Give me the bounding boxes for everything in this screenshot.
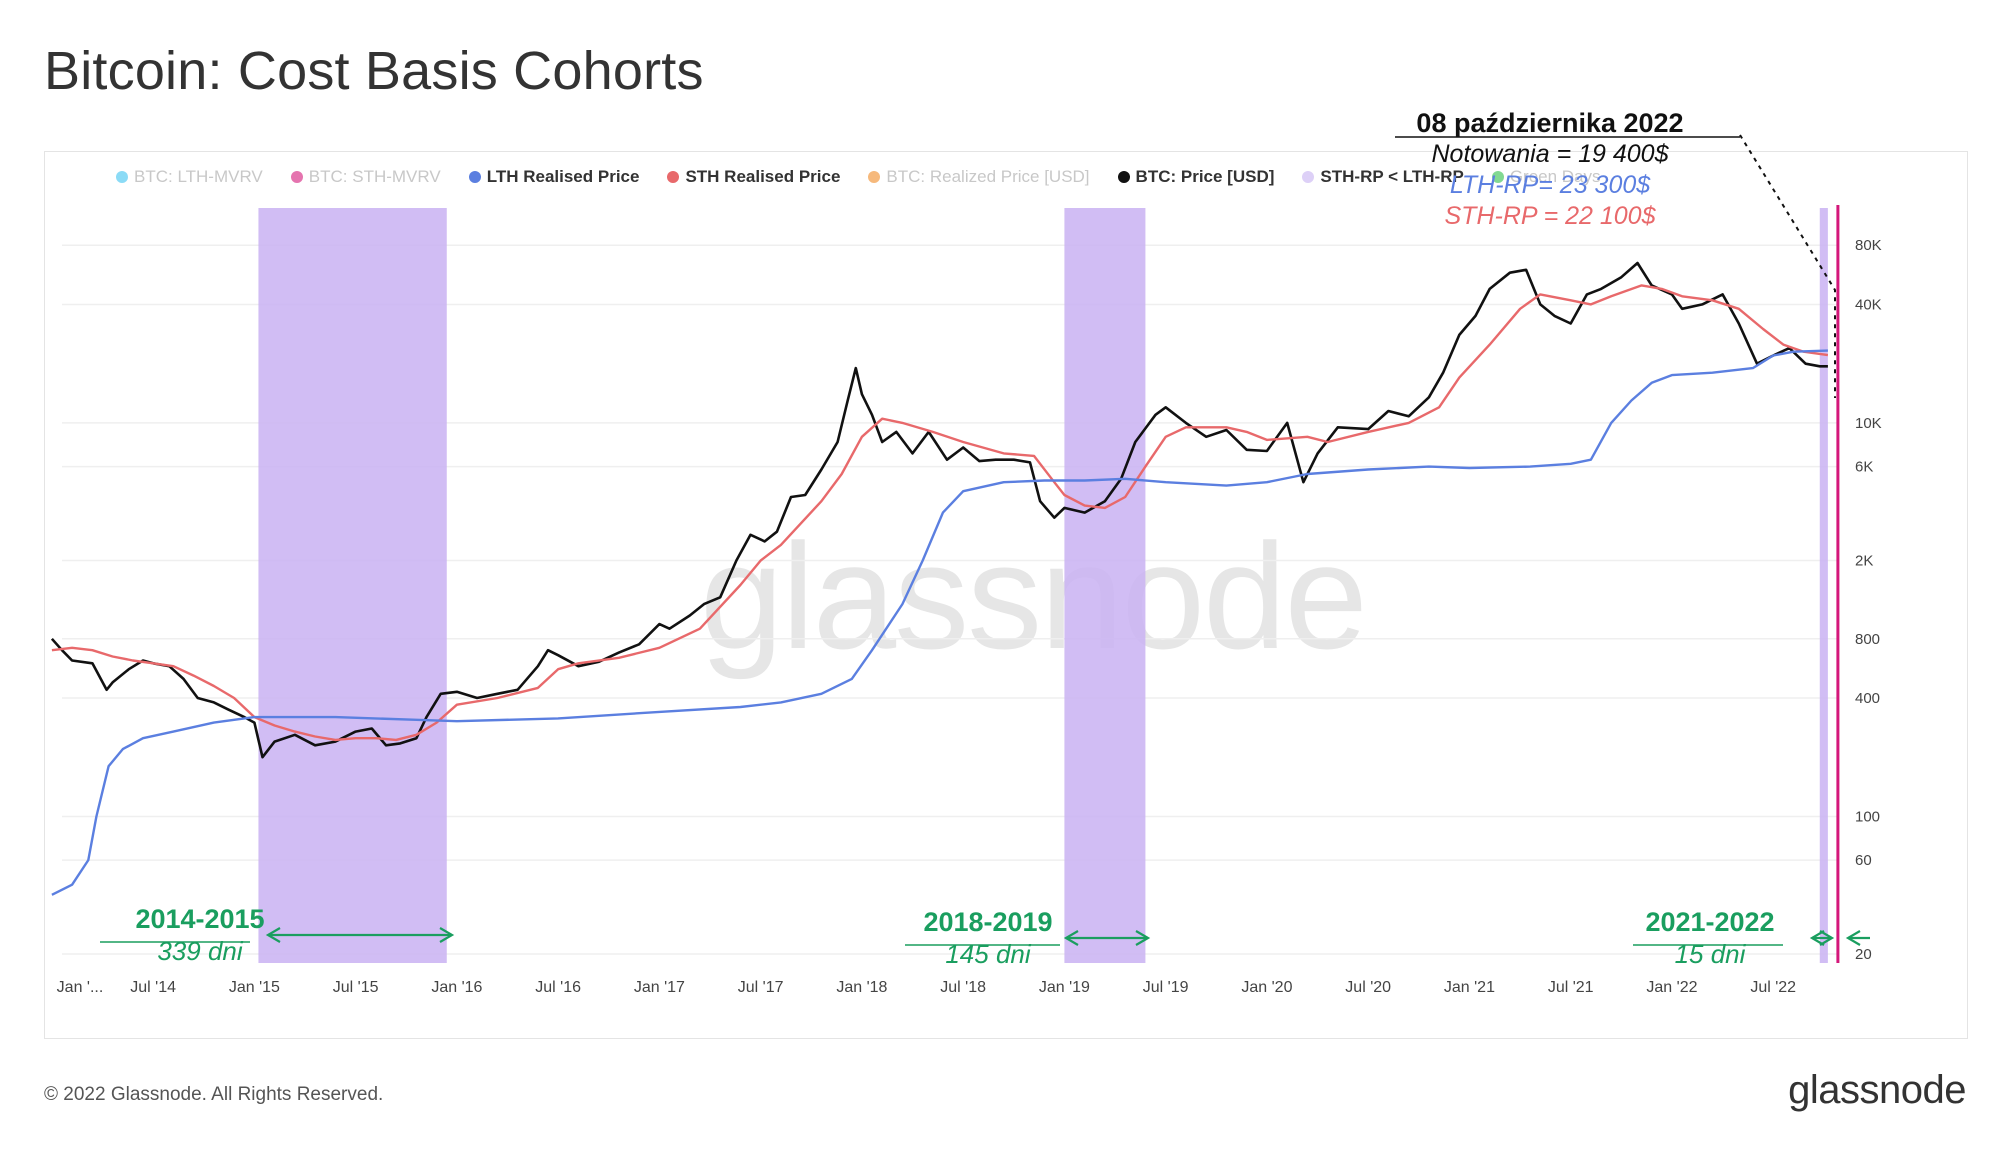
annotation-block: 08 października 2022 <box>1390 108 1710 139</box>
shaded-region-2 <box>1819 208 1828 963</box>
series-line-btc-price-usd- <box>50 261 1828 759</box>
x-tick-label: Jan '15 <box>229 979 280 996</box>
x-tick-label: Jan '20 <box>1241 979 1292 996</box>
x-tick-label: Jul '15 <box>333 979 379 996</box>
legend-swatch <box>290 171 303 183</box>
series-line-lth-realised-price <box>51 349 1828 896</box>
legend-label: STH Realised Price <box>685 167 841 186</box>
y-tick-label: 6K <box>1855 459 1873 476</box>
copyright-text: © 2022 Glassnode. All Rights Reserved. <box>44 1084 384 1105</box>
arrowhead-right <box>1135 930 1151 946</box>
watermark: glassnode <box>700 512 1368 680</box>
x-tick-label: Jul '22 <box>1750 979 1796 996</box>
x-tick-label: Jan '22 <box>1646 979 1697 996</box>
annotation-sth: STH-RP = 22 100$ <box>1444 202 1656 230</box>
x-tick-label: Jul '20 <box>1345 979 1391 996</box>
legend-item-0[interactable]: BTC: LTH-MVRV <box>116 167 263 187</box>
y-tick-label: 800 <box>1855 631 1880 648</box>
legend-item-5[interactable]: BTC: Price [USD] <box>1117 167 1275 187</box>
y-tick-label: 2K <box>1855 552 1873 569</box>
series-line-sth-realised-price <box>51 284 1829 742</box>
legend-item-7[interactable]: Green Days <box>1491 167 1601 187</box>
legend-swatch <box>1117 171 1130 183</box>
page-title: Bitcoin: Cost Basis Cohorts <box>44 41 704 101</box>
y-tick-label: 400 <box>1855 690 1880 707</box>
legend-label: BTC: LTH-MVRV <box>134 167 263 186</box>
x-tick-label: Jul '18 <box>940 979 986 996</box>
legend-item-2[interactable]: LTH Realised Price <box>468 167 640 187</box>
legend-label: BTC: STH-MVRV <box>308 167 441 186</box>
shaded-region-1 <box>1064 208 1146 963</box>
period-days-2014: 339 dni <box>157 936 243 966</box>
y-tick-label: 40K <box>1855 296 1882 313</box>
legend-swatch <box>1491 171 1504 183</box>
x-tick-label: Jul '17 <box>738 979 784 996</box>
legend-swatch <box>116 171 128 183</box>
legend-label: BTC: Price [USD] <box>1135 167 1275 186</box>
y-tick-label: 20 <box>1855 946 1872 963</box>
period-label-2018: 2018-2019 <box>923 907 1053 937</box>
x-tick-label: Jan '21 <box>1444 979 1495 996</box>
x-tick-label: Jan '17 <box>634 979 685 996</box>
legend-label: LTH Realised Price <box>486 167 640 186</box>
x-tick-label: Jul '19 <box>1143 979 1189 996</box>
legend-swatch <box>1302 171 1315 183</box>
x-tick-label: Jul '16 <box>535 979 581 996</box>
arrowhead-right <box>1819 930 1835 946</box>
period-label-2014: 2014-2015 <box>135 904 265 934</box>
annotation-date: 08 października 2022 <box>1416 108 1684 138</box>
x-tick-label: Jan '... <box>57 979 104 996</box>
y-tick-label: 100 <box>1855 808 1880 825</box>
legend-item-1[interactable]: BTC: STH-MVRV <box>290 167 441 187</box>
legend-item-3[interactable]: STH Realised Price <box>667 167 840 187</box>
glassnode-logo: glassnode <box>1788 1068 1966 1112</box>
arrowhead-left <box>1063 930 1079 946</box>
legend-swatch <box>667 171 680 183</box>
y-tick-label: 80K <box>1855 237 1882 254</box>
arrowhead-left <box>1809 930 1825 946</box>
arrowhead-right <box>439 927 455 943</box>
x-tick-label: Jan '16 <box>431 979 482 996</box>
legend-label: STH-RP < LTH-RP <box>1320 167 1464 186</box>
legend-item-4[interactable]: BTC: Realized Price [USD] <box>868 167 1090 187</box>
x-tick-label: Jul '14 <box>130 979 176 996</box>
x-tick-label: Jan '18 <box>836 979 887 996</box>
chart-legend: BTC: LTH-MVRV BTC: STH-MVRV LTH Realised P… <box>116 167 1601 187</box>
annotation-lth: LTH-RP= 23 300$ <box>1449 171 1651 199</box>
legend-swatch <box>868 171 881 183</box>
legend-item-6[interactable]: STH-RP < LTH-RP <box>1302 167 1464 187</box>
legend-label: Green Days <box>1509 167 1601 186</box>
annotation-leader <box>1739 134 1836 398</box>
period-label-2021: 2021-2022 <box>1645 907 1775 937</box>
arrowhead-left <box>1845 930 1861 946</box>
annotation-price: Notowania = 19 400$ <box>1431 140 1669 168</box>
legend-swatch <box>468 171 481 183</box>
x-tick-label: Jan '19 <box>1039 979 1090 996</box>
period-days-2018: 145 dni <box>945 939 1031 969</box>
arrowhead-left <box>265 927 281 943</box>
legend-label: BTC: Realized Price [USD] <box>886 167 1090 186</box>
shaded-region-0 <box>258 208 447 963</box>
x-tick-label: Jul '21 <box>1548 979 1594 996</box>
period-days-2021: 15 dni <box>1674 939 1746 969</box>
y-tick-label: 10K <box>1855 415 1882 432</box>
y-tick-label: 60 <box>1855 852 1872 869</box>
